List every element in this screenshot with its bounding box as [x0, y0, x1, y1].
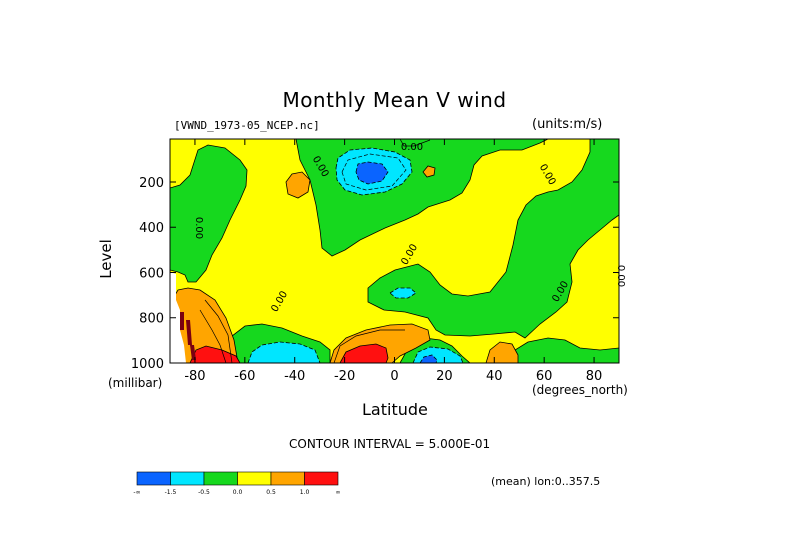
colorbar-swatch	[237, 471, 272, 486]
x-axis-units: (degrees_north)	[532, 383, 628, 397]
x-tick-label: 80	[586, 369, 603, 384]
colorbar-label: -∞	[133, 489, 140, 496]
contour-line-b	[204, 299, 233, 363]
y-tick-label: 600	[139, 266, 164, 281]
colorbar: -∞ -1.5 -0.5 0.0 0.5 1.0 ∞	[133, 471, 341, 496]
colorbar-swatch	[136, 471, 171, 486]
contour-label: 0.00	[193, 217, 204, 239]
y-tick-label: 200	[139, 176, 164, 191]
field-cyan-bottom-left	[247, 341, 321, 363]
missing-data-stripes	[180, 312, 196, 360]
field-blue-bottom	[419, 354, 438, 363]
x-tick-label: -60	[234, 369, 255, 384]
colorbar-swatch	[304, 471, 339, 486]
field-green-left	[170, 139, 248, 283]
y-tick-label: 1000	[131, 357, 164, 372]
x-axis-ticks: -80 -60 -40 -20 0 20 40 60 80	[184, 139, 602, 384]
missing-data-region	[170, 272, 186, 363]
dataset-label: [VWND_1973-05_NCEP.nc]	[174, 119, 320, 132]
x-tick-label: -20	[334, 369, 355, 384]
mean-longitude-text: (mean) lon:0..357.5	[491, 475, 601, 488]
x-tick-label: 0	[390, 369, 398, 384]
contour-line-d	[399, 139, 431, 147]
colorbar-label: 1.0	[300, 489, 310, 496]
colorbar-label: -1.5	[165, 489, 177, 496]
colorbar-label: 0.0	[233, 489, 243, 496]
contour-line-c	[333, 329, 405, 363]
chart-title: Monthly Mean V wind	[282, 88, 507, 112]
field-blue-top	[355, 161, 389, 185]
x-tick-label: -40	[284, 369, 305, 384]
x-tick-label: -80	[184, 369, 205, 384]
x-axis-label: Latitude	[362, 400, 428, 419]
y-tick-label: 800	[139, 312, 164, 327]
x-tick-label: 60	[536, 369, 553, 384]
colorbar-swatch	[203, 471, 238, 486]
y-axis-ticks: 200 400 600 800 1000	[131, 176, 619, 372]
contour-label: 0.00	[615, 265, 626, 287]
x-tick-label: 20	[436, 369, 453, 384]
contour-line-e	[341, 153, 407, 191]
contour-interval-text: CONTOUR INTERVAL = 5.000E-01	[289, 437, 491, 451]
colorbar-label: 0.5	[266, 489, 276, 496]
field-orange-small	[422, 165, 436, 178]
field-cyan-mid	[389, 287, 417, 299]
field-green-bottom-right	[507, 337, 619, 363]
colorbar-swatch	[270, 471, 305, 486]
y-tick-label: 400	[139, 221, 164, 236]
colorbar-swatch	[170, 471, 205, 486]
colorbar-label: ∞	[336, 489, 341, 496]
colorbar-label: -0.5	[198, 489, 210, 496]
y-axis-units: (millibar)	[108, 376, 163, 390]
contour-label: 0.00	[401, 142, 423, 153]
contour-line-a	[199, 309, 227, 363]
x-tick-label: 40	[486, 369, 503, 384]
units-label: (units:m/s)	[532, 117, 603, 132]
field-green-right	[367, 139, 619, 339]
field-red-bottom-center	[339, 343, 389, 363]
field-orange-upper	[285, 171, 311, 199]
